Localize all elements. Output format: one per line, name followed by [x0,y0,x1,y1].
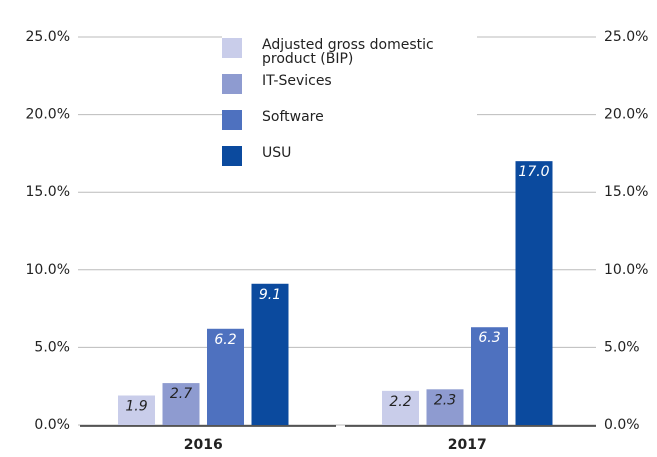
value-label: 9.1 [259,287,281,303]
value-label: 6.3 [478,330,500,346]
legend-item: IT-Sevices [222,70,477,106]
legend: Adjusted gross domestic product (BIP) IT-… [222,34,477,178]
y2-tick-label: 15.0% [604,184,648,200]
bar [471,327,508,425]
value-label: 2.3 [434,392,456,408]
bar [515,161,553,425]
legend-item: Software [222,106,477,142]
y-tick-label: 20.0% [26,107,70,123]
legend-item: Adjusted gross domestic product (BIP) [222,34,477,70]
value-label: 2.7 [170,386,192,402]
legend-item: USU [222,142,477,178]
bar [162,383,200,425]
value-label: 6.2 [214,332,236,348]
legend-swatch [222,38,242,58]
legend-swatch [222,110,242,130]
y-tick-label: 0.0% [34,417,70,433]
value-label: 2.2 [389,394,411,410]
x-tick-label: 2016 [184,437,223,453]
bar [382,390,419,425]
y2-tick-label: 25.0% [604,29,648,45]
bar [118,395,155,425]
legend-label: IT-Sevices [262,73,332,89]
y-tick-label: 10.0% [26,262,70,278]
y-tick-label: 25.0% [26,29,70,45]
y-tick-label: 15.0% [26,184,70,200]
legend-swatch [222,146,242,166]
legend-label: Software [262,109,324,125]
y2-tick-label: 5.0% [604,339,640,355]
legend-label: USU [262,145,292,161]
value-label: 17.0 [518,164,549,180]
bar [426,389,464,425]
y2-tick-label: 0.0% [604,417,640,433]
legend-swatch [222,74,242,94]
legend-label: Adjusted gross domestic product (BIP) [262,37,434,67]
y2-tick-label: 20.0% [604,107,648,123]
bar [251,283,289,425]
y-tick-label: 5.0% [34,339,70,355]
y2-tick-label: 10.0% [604,262,648,278]
bar [207,328,244,425]
value-label: 1.9 [125,399,147,415]
x-tick-label: 2017 [448,437,487,453]
